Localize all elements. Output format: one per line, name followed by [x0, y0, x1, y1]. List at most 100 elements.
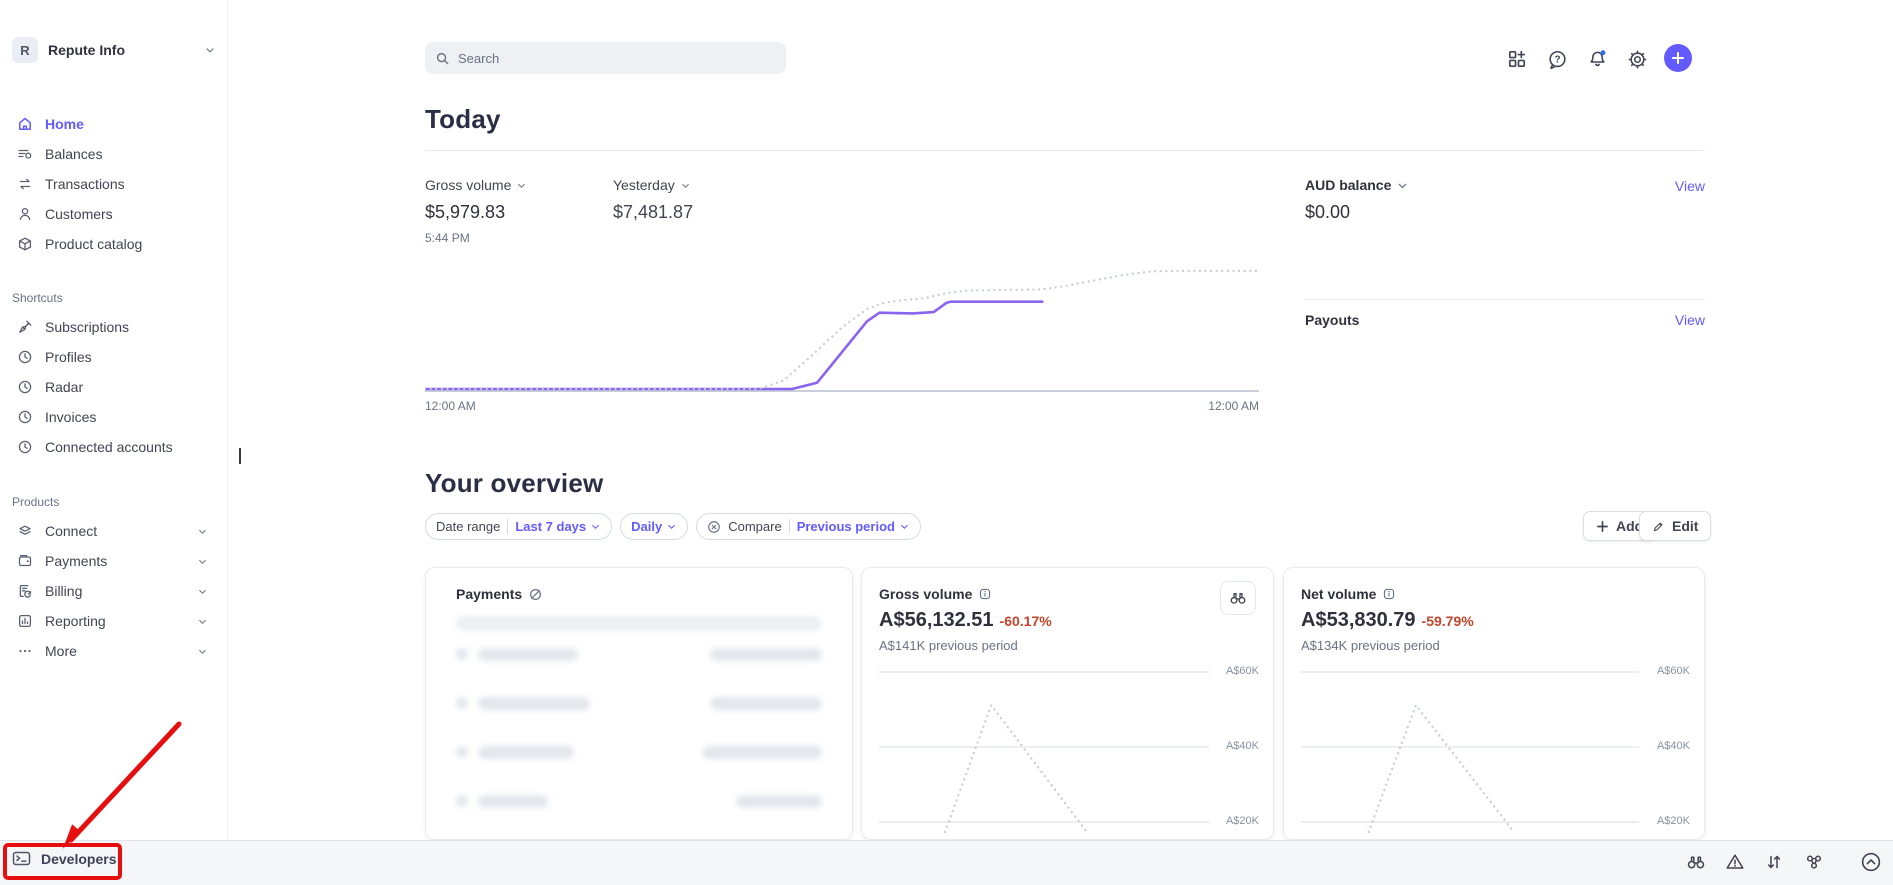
- payments-card-title: Payments: [456, 586, 543, 602]
- sidebar-item-label: Customers: [45, 206, 113, 222]
- developers-button[interactable]: Developers: [12, 850, 116, 867]
- chevron-down-icon: [197, 526, 208, 537]
- sidebar-item-home[interactable]: Home: [12, 109, 222, 139]
- sidebar-item-radar[interactable]: Radar: [12, 372, 222, 402]
- binoculars-button[interactable]: [1220, 581, 1256, 615]
- sidebar-item-label: More: [45, 643, 77, 659]
- sidebar: R Repute Info Home Balances Transactions…: [0, 0, 228, 840]
- payments-card[interactable]: Payments: [425, 567, 853, 840]
- sort-arrows-icon[interactable]: [1763, 851, 1785, 873]
- sidebar-item-connected-accounts[interactable]: Connected accounts: [12, 432, 222, 462]
- sidebar-item-label: Connected accounts: [45, 439, 173, 455]
- gross-volume-delta: -60.17%: [999, 613, 1052, 629]
- blurred-row-value: [710, 697, 822, 710]
- compare-filter[interactable]: Compare Previous period: [696, 513, 921, 540]
- shortcuts-section-label: Shortcuts: [12, 291, 63, 305]
- sidebar-item-label: Reporting: [45, 613, 106, 629]
- blurred-row-value: [736, 795, 822, 808]
- sidebar-item-profiles[interactable]: Profiles: [12, 342, 222, 372]
- search-bar[interactable]: [425, 42, 786, 74]
- customers-icon: [16, 206, 33, 223]
- gross-volume-card[interactable]: Gross volume A$56,132.51 -60.17% A$141K p…: [861, 567, 1274, 840]
- sidebar-item-billing[interactable]: Billing: [12, 576, 222, 606]
- more-icon: [16, 643, 33, 660]
- apps-grid-icon[interactable]: [1506, 48, 1528, 70]
- clock-icon: [16, 409, 33, 426]
- edit-button[interactable]: Edit: [1639, 511, 1712, 541]
- remove-compare-icon[interactable]: [707, 520, 721, 534]
- sidebar-item-label: Balances: [45, 146, 103, 162]
- balances-icon: [16, 146, 33, 163]
- collapse-chevron-circle-icon[interactable]: [1860, 851, 1882, 873]
- sidebar-item-balances[interactable]: Balances: [12, 139, 222, 169]
- divider: [1305, 299, 1705, 300]
- net-volume-mini-chart: [1301, 671, 1639, 834]
- blurred-row-label: [478, 697, 590, 710]
- transactions-icon: [16, 176, 33, 193]
- warning-triangle-icon[interactable]: [1724, 851, 1746, 873]
- search-icon: [435, 51, 450, 66]
- billing-icon: [16, 583, 33, 600]
- home-icon: [16, 116, 33, 133]
- sidebar-item-reporting[interactable]: Reporting: [12, 606, 222, 636]
- payouts-view-link[interactable]: View: [1674, 312, 1705, 328]
- svg-text:?: ?: [1554, 54, 1560, 65]
- gross-volume-selector[interactable]: Gross volume: [425, 177, 527, 193]
- sidebar-item-more[interactable]: More: [12, 636, 222, 666]
- x-axis-tick-start: 12:00 AM: [425, 399, 476, 413]
- overview-heading: Your overview: [425, 468, 604, 498]
- text-cursor-artifact: [239, 448, 241, 464]
- y-axis-tick: A$40K: [1656, 740, 1690, 752]
- sidebar-item-payments[interactable]: Payments: [12, 546, 222, 576]
- notifications-bell-icon[interactable]: [1586, 48, 1608, 70]
- sidebar-item-label: Home: [45, 116, 84, 132]
- gross-volume-value: $5,979.83: [425, 202, 506, 222]
- sidebar-item-label: Billing: [45, 583, 83, 599]
- reporting-icon: [16, 613, 33, 630]
- bottom-toolbar: [0, 840, 1893, 885]
- blurred-row-label: [478, 795, 548, 808]
- chevron-down-icon: [197, 556, 208, 567]
- y-axis-tick: A$20K: [1225, 815, 1259, 827]
- sidebar-item-subscriptions[interactable]: Subscriptions: [12, 312, 222, 342]
- account-switcher[interactable]: R Repute Info: [12, 36, 216, 64]
- sidebar-item-transactions[interactable]: Transactions: [12, 169, 222, 199]
- binoculars-icon[interactable]: [1685, 851, 1707, 873]
- main-nav: Home Balances Transactions Customers Pro…: [12, 109, 222, 259]
- layers-icon: [16, 523, 33, 540]
- chevron-down-icon: [666, 521, 677, 532]
- info-icon: [978, 587, 992, 601]
- net-volume-card[interactable]: Net volume A$53,830.79 -59.79% A$134K pre…: [1283, 567, 1705, 840]
- search-input[interactable]: [458, 50, 776, 66]
- clock-icon: [16, 349, 33, 366]
- aud-balance-selector[interactable]: AUD balance: [1305, 177, 1409, 193]
- sidebar-item-label: Transactions: [45, 176, 125, 192]
- blurred-row-label: [478, 648, 578, 661]
- yesterday-selector[interactable]: Yesterday: [613, 177, 691, 193]
- y-axis-tick: A$40K: [1225, 740, 1259, 752]
- gross-volume-amount: A$56,132.51 -60.17%: [879, 609, 1052, 631]
- net-volume-card-title: Net volume: [1301, 586, 1396, 602]
- gross-volume-mini-chart: [879, 671, 1209, 834]
- sidebar-item-product-catalog[interactable]: Product catalog: [12, 229, 222, 259]
- sidebar-item-label: Payments: [45, 553, 108, 569]
- sidebar-item-connect[interactable]: Connect: [12, 516, 222, 546]
- sidebar-item-invoices[interactable]: Invoices: [12, 402, 222, 432]
- products-nav: Connect Payments Billing Reporting More: [12, 516, 222, 666]
- webhook-icon[interactable]: [1803, 851, 1825, 873]
- create-plus-button[interactable]: [1664, 44, 1692, 72]
- pin-icon: [16, 319, 33, 336]
- help-icon[interactable]: ?: [1546, 48, 1568, 70]
- yesterday-value: $7,481.87: [613, 202, 694, 222]
- sidebar-item-customers[interactable]: Customers: [12, 199, 222, 229]
- chevron-down-icon: [1396, 179, 1409, 192]
- date-range-filter[interactable]: Date range Last 7 days: [425, 513, 613, 540]
- aud-balance-view-link[interactable]: View: [1674, 178, 1705, 194]
- settings-gear-icon[interactable]: [1626, 48, 1648, 70]
- chevron-down-icon: [590, 521, 601, 532]
- blurred-row-value: [702, 746, 822, 759]
- interval-filter[interactable]: Daily: [620, 513, 689, 540]
- pencil-icon: [1652, 520, 1665, 533]
- y-axis-tick: A$60K: [1225, 665, 1259, 677]
